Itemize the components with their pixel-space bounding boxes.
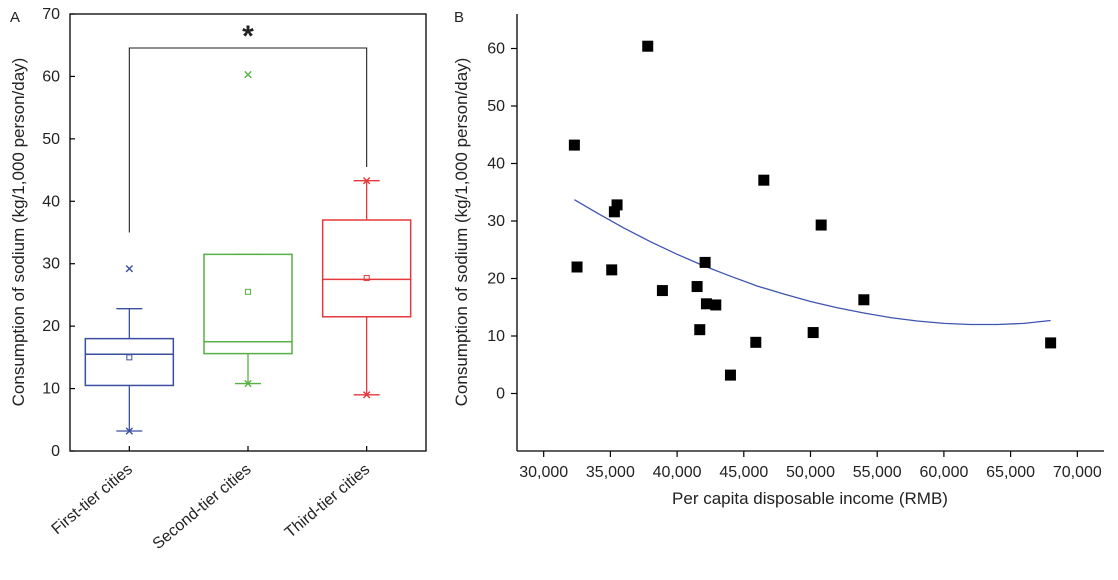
box-first-tier-cities [84, 265, 175, 435]
panel-a-label: A [10, 9, 20, 26]
y-tick-label: 50 [42, 131, 60, 148]
extreme-marker [125, 427, 134, 435]
extreme-marker [362, 176, 371, 185]
panel-b-x-axis-title: Per capita disposable income (RMB) [672, 489, 948, 508]
extreme-marker [244, 70, 252, 79]
panel-b: B 0 10 20 30 40 50 60 30,000 35,000 40,000 45,000… [452, 9, 1104, 508]
y-tick-label: 50 [487, 98, 505, 115]
y-tick-label: 60 [487, 41, 505, 58]
x-tick-label: 40,000 [653, 464, 702, 481]
x-tick-label: 70,000 [1053, 464, 1102, 481]
scatter-points [568, 40, 1057, 381]
scatter-point [694, 324, 706, 336]
scatter-point [815, 219, 827, 231]
panel-b-y-axis: 0 10 20 30 40 50 60 [487, 41, 517, 403]
scatter-point [611, 199, 623, 211]
scatter-point [858, 294, 870, 306]
scatter-point [1045, 337, 1057, 349]
box-body [203, 253, 293, 355]
scatter-point [606, 264, 618, 276]
extreme-marker [244, 379, 252, 388]
significance-star: * [242, 20, 254, 53]
box-body [84, 337, 175, 387]
bracket-line [128, 47, 368, 233]
panel-a-y-axis: 0 10 20 30 40 50 60 70 [42, 6, 75, 460]
x-tick-label: 30,000 [519, 464, 568, 481]
scatter-point [608, 206, 620, 218]
mean-marker [363, 275, 370, 282]
scatter-point [807, 327, 819, 339]
panel-a-y-axis-title: Consumption of sodium (kg/1,000 person/d… [9, 58, 28, 407]
scatter-point [568, 139, 580, 151]
y-tick-label: 0 [496, 386, 505, 403]
panel-a-x-axis: First-tier cities Second-tier cities Third… [49, 446, 373, 553]
x-tick-label: 45,000 [719, 464, 768, 481]
scatter-point [642, 40, 654, 52]
panel-b-y-axis-title: Consumption of sodium (kg/1,000 person/d… [452, 58, 471, 407]
y-tick-label: 40 [42, 193, 60, 210]
box-third-tier-cities [321, 176, 412, 399]
scatter-point [656, 285, 668, 297]
scatter-point [758, 174, 770, 186]
scatter-point [571, 261, 583, 273]
x-tick-label: 35,000 [586, 464, 635, 481]
scatter-point [750, 336, 762, 348]
y-tick-label: 10 [42, 381, 60, 398]
panel-b-x-axis: 30,000 35,000 40,000 45,000 50,000 55,000 60,0… [519, 451, 1102, 481]
x-tick-label: 50,000 [786, 464, 835, 481]
x-tick-label: 55,000 [853, 464, 902, 481]
x-tick-label: 60,000 [919, 464, 968, 481]
significance-bracket: * [128, 20, 368, 233]
scatter-point [699, 256, 711, 268]
y-tick-label: 20 [42, 318, 60, 335]
panel-a: A 0 10 20 30 40 50 60 70 First-tier cities Secon… [9, 6, 427, 553]
panel-a-boxes [84, 70, 412, 435]
y-tick-label: 60 [42, 68, 60, 85]
x-tick-label-third-tier-cities: Third-tier cities [282, 461, 373, 541]
x-tick-label-first-tier-cities: First-tier cities [49, 461, 136, 538]
mean-marker [126, 354, 133, 361]
y-tick-label: 70 [42, 6, 60, 23]
x-tick-label-second-tier-cities: Second-tier cities [150, 461, 255, 553]
extreme-marker [362, 391, 371, 399]
x-tick-label: 65,000 [986, 464, 1035, 481]
scatter-point [724, 369, 736, 381]
panel-b-label: B [454, 9, 464, 26]
mean-marker [245, 288, 251, 295]
box-second-tier-cities [203, 70, 293, 388]
y-tick-label: 20 [487, 271, 505, 288]
y-tick-label: 10 [487, 328, 505, 345]
y-tick-label: 30 [42, 256, 60, 273]
extreme-marker [125, 265, 134, 273]
box-body [321, 219, 412, 318]
y-tick-label: 0 [51, 443, 60, 460]
scatter-point [710, 299, 722, 311]
scatter-point [700, 298, 712, 310]
scatter-point [691, 281, 703, 293]
fit-curve [574, 199, 1051, 326]
y-tick-label: 30 [487, 213, 505, 230]
y-tick-label: 40 [487, 156, 505, 173]
